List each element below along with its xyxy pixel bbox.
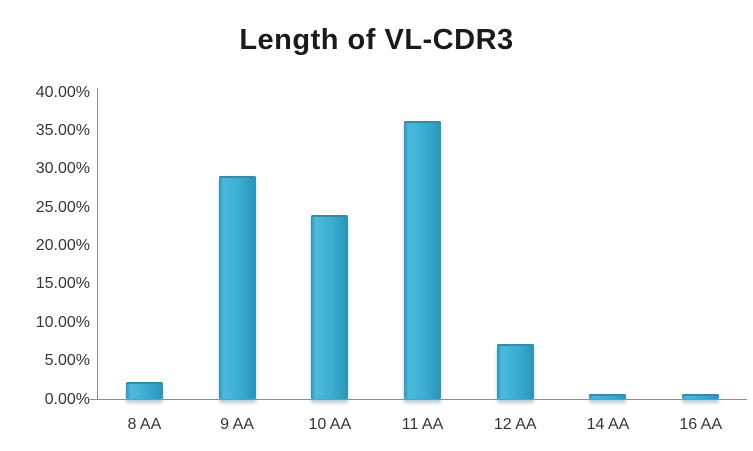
bar-slot <box>283 92 376 399</box>
bar-16-aa <box>682 393 720 399</box>
bar-slot <box>469 92 562 399</box>
bars-area <box>98 92 747 399</box>
x-category-label: 11 AA <box>401 416 444 433</box>
bar-slot <box>376 92 469 399</box>
y-tick-label: 35.00% <box>35 121 90 139</box>
x-category-label: 8 AA <box>127 416 162 433</box>
y-axis-labels: 0.00% 5.00% 10.00% 15.00% 20.00% 25.00% 30.00%… <box>0 84 90 408</box>
bar-slot <box>562 92 655 399</box>
y-tick-label: 10.00% <box>35 313 90 331</box>
bar-slot <box>98 92 191 399</box>
y-tick-label: 15.00% <box>35 275 90 293</box>
y-tick-label: 30.00% <box>35 160 90 178</box>
y-axis-line <box>97 88 98 400</box>
bar-11-aa <box>404 121 442 399</box>
x-axis-line <box>90 399 747 400</box>
x-category-label: 10 AA <box>308 416 352 433</box>
y-tick-label: 0.00% <box>44 390 90 408</box>
x-axis-labels: 8 AA 9 AA 10 AA 11 AA 12 AA 14 AA 16 AA <box>98 415 747 434</box>
x-category-label: 16 AA <box>679 416 723 433</box>
x-category-label: 12 AA <box>493 416 537 433</box>
y-tick-label: 5.00% <box>44 352 90 370</box>
bar-8-aa <box>125 382 163 399</box>
bar-9-aa <box>218 176 256 399</box>
y-tick-label: 25.00% <box>35 198 90 216</box>
chart-title: Length of VL-CDR3 <box>239 24 514 56</box>
bar-slot <box>654 92 747 399</box>
bar-12-aa <box>496 343 534 399</box>
y-tick-label: 40.00% <box>35 83 90 101</box>
x-category-label: 14 AA <box>586 416 630 433</box>
y-tick-label: 20.00% <box>35 237 90 254</box>
x-category-label: 9 AA <box>220 416 254 433</box>
bar-14-aa <box>589 393 627 399</box>
bar-slot <box>191 92 284 399</box>
bar-10-aa <box>311 214 349 399</box>
